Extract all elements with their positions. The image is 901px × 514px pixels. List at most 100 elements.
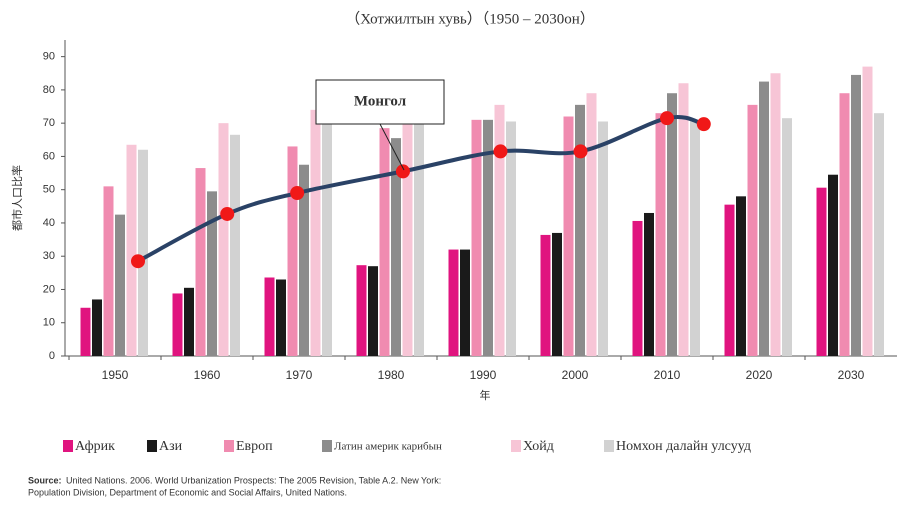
bar xyxy=(460,249,470,356)
bar xyxy=(264,277,275,356)
bar xyxy=(586,93,597,356)
bar xyxy=(724,204,735,356)
legend-swatch xyxy=(322,440,332,452)
bar xyxy=(540,234,551,356)
x-tick-label: 1970 xyxy=(286,368,313,382)
bar xyxy=(172,293,183,356)
y-tick-label: 20 xyxy=(43,283,55,295)
bar xyxy=(828,174,838,356)
legend-swatch xyxy=(511,440,521,452)
bar xyxy=(816,187,827,356)
bar xyxy=(655,113,666,356)
x-tick-label: 1960 xyxy=(194,368,221,382)
bar xyxy=(184,287,194,356)
y-tick-label: 10 xyxy=(43,317,55,329)
bar xyxy=(414,118,424,356)
legend-swatch xyxy=(604,440,614,452)
bar xyxy=(368,266,378,356)
bar xyxy=(598,121,608,356)
y-tick-label: 50 xyxy=(43,184,55,196)
legend-label: Ази xyxy=(159,439,183,454)
line-marker xyxy=(573,144,588,159)
bar xyxy=(448,249,459,356)
bar xyxy=(322,119,332,357)
legend-label: Хойд xyxy=(523,439,554,454)
bar xyxy=(575,104,585,356)
legend-label: Европ xyxy=(236,439,273,454)
y-tick-label: 0 xyxy=(49,350,55,362)
legend-label: Номхон далайн улсууд xyxy=(616,439,751,454)
legend-swatch xyxy=(224,440,234,452)
bar xyxy=(874,113,884,356)
source-text: United Nations. 2006. World Urbanization… xyxy=(66,475,441,485)
line-marker xyxy=(290,186,305,201)
line-marker xyxy=(493,144,508,159)
x-tick-label: 1950 xyxy=(102,368,129,382)
bar xyxy=(391,138,401,356)
source-label: Source: xyxy=(28,475,62,485)
x-tick-label: 1980 xyxy=(378,368,405,382)
x-tick-label: 2010 xyxy=(654,368,681,382)
x-tick-label: 1990 xyxy=(470,368,497,382)
bar xyxy=(782,118,792,356)
source-text: Population Division, Department of Econo… xyxy=(28,487,347,497)
bar xyxy=(678,83,689,357)
bar xyxy=(851,74,861,356)
bar xyxy=(138,149,148,356)
bar xyxy=(207,191,217,356)
bar xyxy=(126,144,137,356)
bar xyxy=(310,109,321,356)
bar xyxy=(736,196,746,356)
line-marker xyxy=(395,164,410,179)
bar xyxy=(862,66,873,356)
annotation-box xyxy=(315,79,445,125)
bar xyxy=(92,299,102,356)
annotation-pointer xyxy=(379,123,405,171)
annotation-label: Монгол xyxy=(354,93,407,109)
bar xyxy=(299,164,309,356)
bar xyxy=(115,214,125,356)
line-marker xyxy=(131,254,145,269)
line-marker xyxy=(660,111,674,126)
legend-label: Африк xyxy=(75,439,115,454)
bar xyxy=(839,93,850,356)
x-axis-label: 年 xyxy=(480,388,491,402)
chart-title: （Хотжилтын хувь）（1950 – 2030он） xyxy=(345,10,595,27)
bar xyxy=(80,307,91,356)
bar xyxy=(471,119,482,357)
bar xyxy=(356,265,367,356)
bar xyxy=(402,109,413,356)
bar xyxy=(195,168,206,356)
line-marker xyxy=(220,206,235,221)
bar xyxy=(632,220,643,356)
y-tick-label: 90 xyxy=(43,51,55,63)
y-tick-label: 30 xyxy=(43,250,55,262)
x-tick-label: 2020 xyxy=(746,368,773,382)
line-marker xyxy=(696,117,711,132)
bar xyxy=(759,81,769,356)
y-tick-label: 40 xyxy=(43,217,55,229)
bar xyxy=(230,134,240,356)
x-tick-label: 2000 xyxy=(562,368,589,382)
legend-swatch xyxy=(63,440,73,452)
bar xyxy=(690,119,700,357)
y-tick-label: 80 xyxy=(43,84,55,96)
y-axis-label: 都市人口比率 xyxy=(10,165,24,231)
bar xyxy=(218,123,229,356)
legend-label: Латин америк карибын xyxy=(334,441,442,453)
bar xyxy=(667,93,677,356)
bar xyxy=(552,232,562,356)
y-tick-label: 70 xyxy=(43,117,55,129)
bar xyxy=(770,73,781,357)
bar xyxy=(103,186,114,356)
bar xyxy=(506,121,516,356)
legend-swatch xyxy=(147,440,157,452)
bar xyxy=(379,128,390,356)
x-tick-label: 2030 xyxy=(838,368,865,382)
bar xyxy=(287,146,298,356)
bar xyxy=(747,104,758,356)
bar xyxy=(483,119,493,357)
bar xyxy=(276,279,286,356)
bar xyxy=(644,212,654,356)
